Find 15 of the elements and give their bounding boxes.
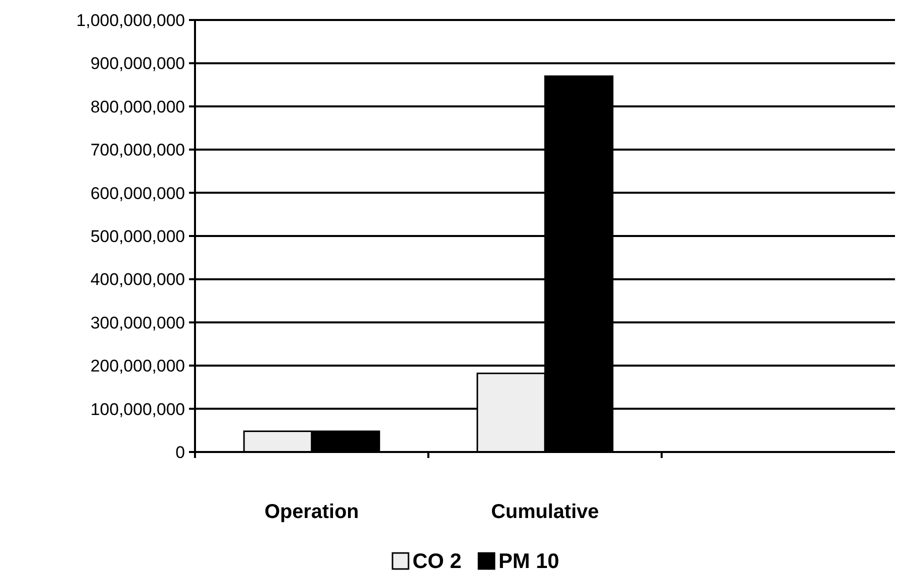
y-tick-label: 400,000,000 bbox=[90, 270, 185, 290]
y-tick-label: 300,000,000 bbox=[90, 313, 185, 332]
y-tick-label: 800,000,000 bbox=[90, 97, 185, 116]
y-tick-label: 600,000,000 bbox=[90, 184, 185, 203]
x-tick-label: Operation bbox=[264, 501, 359, 523]
x-tick-label: Cumulative bbox=[491, 501, 599, 523]
y-tick-label: 900,000,000 bbox=[90, 54, 185, 74]
y-tick-label: 100,000,000 bbox=[90, 400, 185, 419]
legend-label: PM 10 bbox=[498, 550, 560, 573]
y-tick-label: 700,000,000 bbox=[90, 140, 185, 160]
y-tick-label: 200,000,000 bbox=[90, 356, 185, 376]
y-tick-label: 0 bbox=[176, 442, 185, 462]
legend-label: CO 2 bbox=[412, 550, 462, 573]
y-tick-label: 1,000,000,000 bbox=[76, 10, 185, 30]
y-tick-label: 500,000,000 bbox=[90, 226, 185, 246]
